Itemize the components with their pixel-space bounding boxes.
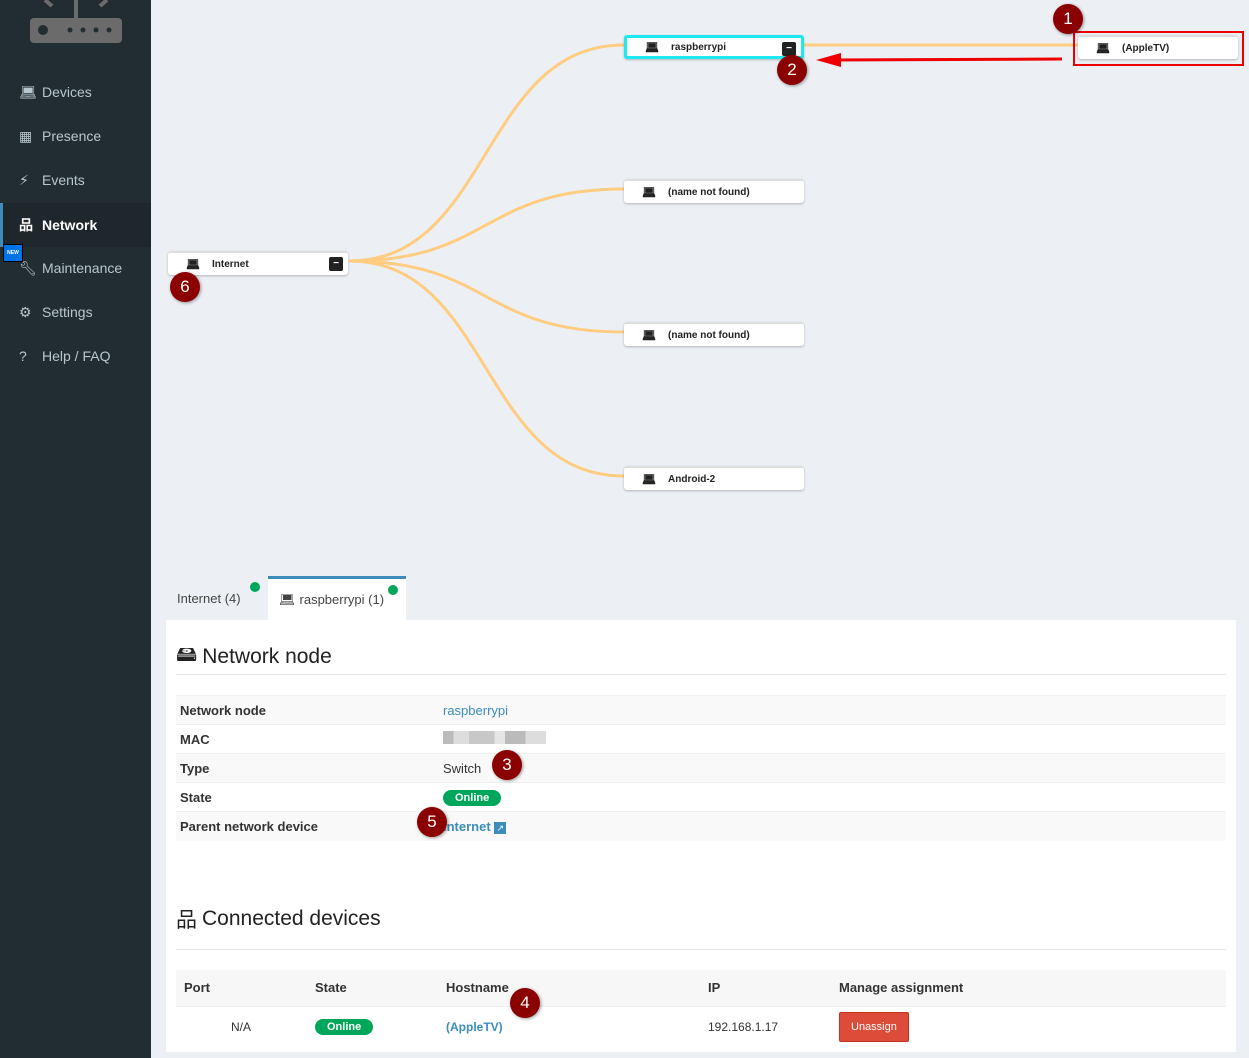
laptop-icon: 💻︎ [279,591,296,607]
tree-links [348,43,1078,478]
tab-raspberrypi[interactable]: 💻︎ raspberrypi (1) [268,576,406,620]
sitemap-icon: 品 [176,908,197,932]
sidebar-item-network[interactable]: 品 Network [0,203,151,247]
gear-icon: ⚙︎ [19,303,32,320]
status-dot [250,582,260,592]
bolt-icon: ⚡︎ [19,171,29,188]
link-internet-node2 [348,187,625,263]
tree-node-internet[interactable]: 💻︎ Internet − [168,251,348,275]
tree-node-android-2[interactable]: 💻︎ Android-2 [624,466,804,490]
laptop-icon: 💻︎ [645,41,659,54]
collapse-button[interactable]: − [329,257,343,271]
annotation-marker: 1 [1053,4,1083,34]
laptop-icon: 💻︎ [642,473,656,486]
tree-node-raspberrypi[interactable]: 💻︎ raspberrypi − [624,35,804,59]
status-badge: Online [315,1018,374,1035]
table-row: Network node raspberrypi [176,695,1226,725]
annotation-marker: 2 [777,55,807,85]
collapse-button[interactable]: − [782,42,796,56]
table-row: Type Switch [176,753,1226,783]
router-logo-icon [30,0,122,43]
highlight-box [1073,31,1244,66]
mac-redacted [443,731,546,744]
unassign-button[interactable]: Unassign [839,1011,909,1042]
tree-node-appletv[interactable]: 💻︎ (AppleTV) [1078,35,1238,59]
question-icon: ? [19,348,27,364]
laptop-icon: 💻︎ [642,186,656,199]
sidebar-item-maintenance[interactable]: 🔧︎ Maintenance [19,259,123,277]
sitemap-icon: 品 [19,217,33,233]
annotation-marker: 6 [170,272,200,302]
status-dot [388,585,398,595]
annotation-marker: 3 [492,750,522,780]
table-row: Parent network device Internet ↗ [176,811,1226,841]
sidebar-item-presence[interactable]: ▦ Presence [19,127,102,145]
laptop-icon: 💻︎ [1096,42,1110,55]
hostname-link[interactable]: (AppleTV) [446,1019,503,1034]
calendar-icon: ▦ [19,127,33,144]
network-tree: 💻︎ Internet − 💻︎ raspberrypi − 💻︎ (name not f… [151,0,1249,560]
tab-internet[interactable]: Internet (4) [166,576,268,620]
sidebar-item-events[interactable]: ⚡︎ Events [19,171,85,189]
link-internet-node3 [348,259,625,334]
sidebar-item-help[interactable]: ? Help / FAQ [19,348,111,364]
annotation-marker: 5 [417,807,447,837]
status-badge: Online [443,789,502,806]
sidebar-item-devices[interactable]: 💻︎ Devices [19,83,92,101]
connected-devices-heading: 品 Connected devices [176,899,1226,939]
new-badge: NEW [3,244,23,262]
table-row: N/A Online (AppleTV) 192.168.1.17 Unassi… [176,1006,1226,1047]
tree-node-unnamed-1[interactable]: 💻︎ (name not found) [624,179,804,203]
wrench-icon: 🔧︎ [19,259,37,276]
node-link[interactable]: raspberrypi [443,702,509,718]
server-icon: 🖴︎ [176,642,198,666]
details-panel: Internet (4) 💻︎ raspberrypi (1) 🖴︎ Network… [166,576,1236,1052]
sidebar-item-settings[interactable]: ⚙︎ Settings [19,303,93,321]
network-node-heading: 🖴︎ Network node [176,620,1226,674]
laptop-icon: 💻︎ [642,329,656,342]
table-row: MAC [176,724,1226,754]
node-info-table: Network node raspberrypi MAC Type Switch S… [176,695,1226,841]
table-row: State Online [176,782,1226,812]
connected-devices-table: Port State Hostname IP Manage assignment N/A… [176,969,1226,1047]
external-link-icon[interactable]: ↗ [494,821,507,834]
red-arrow [816,53,1063,67]
laptop-icon: 💻︎ [186,258,200,271]
parent-device-link[interactable]: Internet [443,818,491,834]
laptop-icon: 💻︎ [19,83,37,100]
link-internet-android [348,259,625,478]
link-internet-raspberrypi [348,43,625,263]
tree-node-unnamed-2[interactable]: 💻︎ (name not found) [624,322,804,346]
sidebar: 💻︎ Devices ▦ Presence ⚡︎ Events 品 Network 🔧︎… [0,0,151,1058]
annotation-marker: 4 [510,988,540,1018]
